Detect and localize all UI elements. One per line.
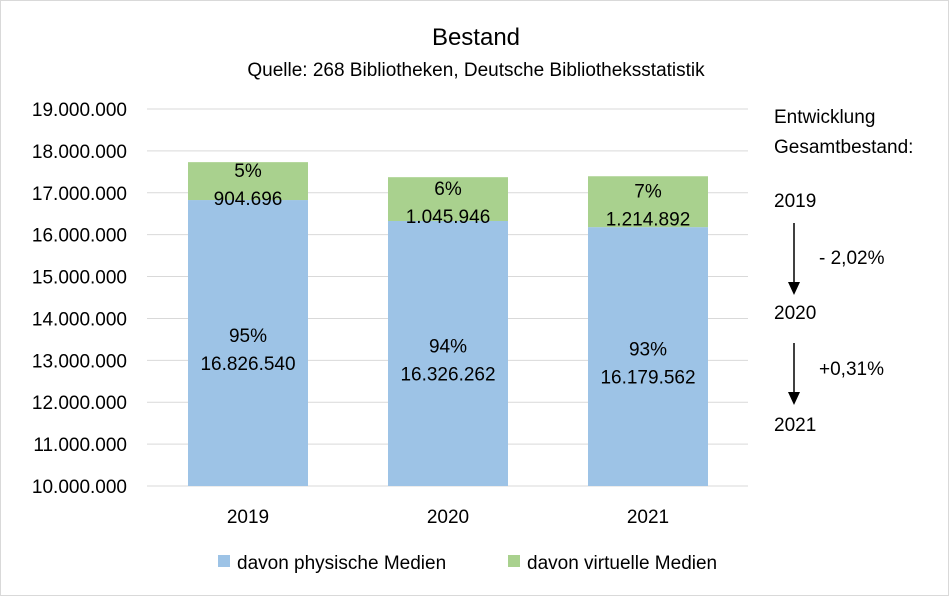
y-tick-label: 16.000.000 bbox=[32, 226, 127, 247]
data-label-physical-value: 16.326.262 bbox=[400, 364, 495, 385]
legend-swatch-physical bbox=[218, 555, 230, 567]
y-tick-label: 14.000.000 bbox=[32, 309, 127, 330]
bar-physical-2020 bbox=[388, 220, 508, 486]
legend-swatch-virtual bbox=[508, 555, 520, 567]
annotation-year-2019: 2019 bbox=[774, 191, 816, 212]
chart-subtitle: Quelle: 268 Bibliotheken, Deutsche Bibli… bbox=[247, 60, 705, 81]
data-label-virtual-value: 1.214.892 bbox=[606, 210, 691, 231]
chart-title: Bestand bbox=[432, 24, 520, 51]
y-tick-label: 19.000.000 bbox=[32, 100, 127, 121]
data-label-virtual-percent: 6% bbox=[434, 179, 462, 200]
bar-virtual-2021 bbox=[588, 176, 708, 228]
annotation-heading-line2: Gesamtbestand: bbox=[774, 137, 913, 158]
annotation-heading-line1: Entwicklung bbox=[774, 107, 875, 128]
y-tick-label: 18.000.000 bbox=[32, 142, 127, 163]
x-tick-label: 2021 bbox=[627, 507, 669, 528]
data-label-physical-percent: 95% bbox=[229, 326, 267, 347]
bar-virtual-2020 bbox=[388, 177, 508, 221]
y-tick-label: 17.000.000 bbox=[32, 184, 127, 205]
annotation-change-2: +0,31% bbox=[819, 359, 884, 380]
x-tick-label: 2020 bbox=[427, 507, 469, 528]
y-tick-label: 10.000.000 bbox=[32, 477, 127, 498]
bar-virtual-2019 bbox=[188, 162, 308, 201]
arrowhead-icon bbox=[788, 392, 800, 405]
legend: davon physische Medien davon virtuelle M… bbox=[218, 553, 717, 574]
data-label-physical-value: 16.179.562 bbox=[600, 368, 695, 389]
data-label-physical-percent: 93% bbox=[629, 340, 667, 361]
data-label-virtual-value: 904.696 bbox=[214, 189, 283, 210]
y-tick-label: 15.000.000 bbox=[32, 268, 127, 289]
y-tick-label: 13.000.000 bbox=[32, 351, 127, 372]
annotation-year-2020: 2020 bbox=[774, 303, 816, 324]
data-label-physical-value: 16.826.540 bbox=[200, 354, 295, 375]
data-labels: 95% 16.826.540 5% 904.696 94% 16.326.262 6% 1.0… bbox=[200, 161, 695, 388]
annotation-change-1: - 2,02% bbox=[819, 248, 885, 269]
legend-label-virtual: davon virtuelle Medien bbox=[527, 553, 717, 574]
data-label-virtual-percent: 7% bbox=[634, 182, 662, 203]
x-tick-label: 2019 bbox=[227, 507, 269, 528]
data-label-virtual-value: 1.045.946 bbox=[406, 207, 491, 228]
data-label-physical-percent: 94% bbox=[429, 336, 467, 357]
bar-physical-2021 bbox=[588, 227, 708, 486]
data-label-virtual-percent: 5% bbox=[234, 161, 262, 182]
x-axis-tick-labels: 2019 2020 2021 bbox=[227, 507, 669, 528]
development-annotation: Entwicklung Gesamtbestand: 2019 - 2,02% … bbox=[774, 107, 913, 436]
y-tick-label: 12.000.000 bbox=[32, 393, 127, 414]
y-tick-label: 11.000.000 bbox=[33, 435, 127, 456]
bar-physical-2019 bbox=[188, 200, 308, 486]
annotation-year-2021: 2021 bbox=[774, 415, 816, 436]
y-axis-tick-labels: 10.000.000 11.000.000 12.000.000 13.000.000… bbox=[32, 100, 127, 498]
arrowhead-icon bbox=[788, 282, 800, 295]
bars bbox=[188, 162, 708, 486]
legend-label-physical: davon physische Medien bbox=[237, 553, 446, 574]
